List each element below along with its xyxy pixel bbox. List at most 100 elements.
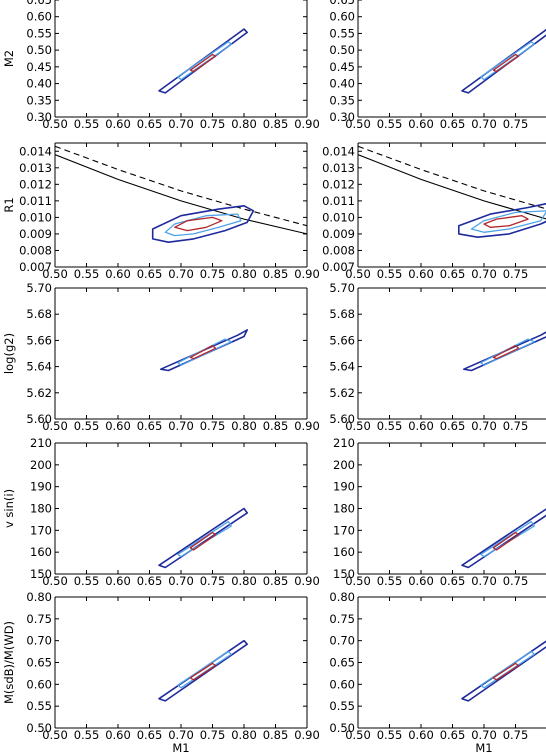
x-tick-label: 0.50 <box>42 117 68 131</box>
dashed-curve <box>358 145 546 210</box>
y-tick-label: 0.65 <box>26 0 52 7</box>
x-axis-label: M1 <box>172 741 189 754</box>
x-tick-label: 0.60 <box>105 117 131 131</box>
plot-area <box>462 331 546 372</box>
x-tick-label: 0.60 <box>408 267 434 281</box>
y-tick-label: 5.60 <box>26 412 52 426</box>
y-tick-label: 190 <box>30 480 52 494</box>
contour-middle <box>177 338 233 366</box>
x-tick-label: 0.60 <box>105 728 131 742</box>
x-tick-label: 0.75 <box>503 419 529 433</box>
x-tick-label: 0.60 <box>408 419 434 433</box>
y-tick-label: 0.009 <box>322 227 355 241</box>
x-tick-label: 0.55 <box>74 574 100 588</box>
y-tick-label: 0.014 <box>322 144 355 158</box>
y-tick-label: 160 <box>333 545 355 559</box>
x-tick-label: 0.80 <box>231 117 257 131</box>
y-tick-label: 0.65 <box>329 656 355 670</box>
x-tick-label: 0.65 <box>440 574 466 588</box>
x-tick-label: 0.85 <box>263 728 289 742</box>
panel-r2-c0: 0.50 0.55 0.60 0.65 0.70 0.75 0.80 0.85 0.90 5.60… <box>2 281 320 433</box>
y-tick-label: 160 <box>30 545 52 559</box>
x-tick-label: 0.55 <box>377 728 403 742</box>
y-tick-label: 0.65 <box>26 656 52 670</box>
y-tick-label: 0.75 <box>329 612 355 626</box>
x-tick-label: 0.75 <box>200 728 226 742</box>
y-tick-label: 5.70 <box>329 281 355 295</box>
y-axis-label: v sin(i) <box>2 489 16 528</box>
contour-outer <box>158 639 248 702</box>
y-tick-label: 0.007 <box>322 260 355 274</box>
plot-area <box>461 28 546 94</box>
contour-outer <box>160 329 248 372</box>
y-tick-label: 0.70 <box>329 634 355 648</box>
y-tick-label: 0.014 <box>19 144 52 158</box>
plot-area <box>158 28 248 94</box>
y-axis-label: M2 <box>2 50 16 67</box>
y-tick-label: 0.80 <box>329 590 355 604</box>
x-tick-label: 0.60 <box>105 419 131 433</box>
y-tick-label: 190 <box>333 480 355 494</box>
contour-middle <box>177 41 233 81</box>
y-tick-label: 0.80 <box>26 590 52 604</box>
x-tick-label: 0.70 <box>471 728 497 742</box>
contour-inner <box>189 662 217 681</box>
x-tick-label: 0.75 <box>503 574 529 588</box>
y-axis-label: R1 <box>2 197 16 212</box>
x-tick-label: 0.90 <box>294 574 320 588</box>
contour-middle <box>480 41 536 81</box>
y-tick-label: 0.008 <box>19 243 52 257</box>
x-tick-label: 0.50 <box>345 419 371 433</box>
y-tick-label: 0.70 <box>26 634 52 648</box>
y-tick-label: 150 <box>333 567 355 581</box>
x-tick-label: 0.75 <box>200 419 226 433</box>
panel-r4-c1: 0.50 0.55 0.60 0.65 0.70 0.75 0.50 0.55 0.60 0.65… <box>329 590 546 754</box>
x-tick-label: 0.75 <box>200 267 226 281</box>
x-tick-label: 0.55 <box>377 574 403 588</box>
plot-area <box>55 145 307 243</box>
contour-inner <box>492 344 520 360</box>
y-tick-label: 0.65 <box>329 0 355 7</box>
y-tick-label: 200 <box>30 458 52 472</box>
x-tick-label: 0.70 <box>471 574 497 588</box>
x-tick-label: 0.85 <box>263 117 289 131</box>
y-tick-label: 0.40 <box>329 77 355 91</box>
x-tick-label: 0.70 <box>471 117 497 131</box>
y-tick-label: 5.68 <box>26 307 52 321</box>
x-tick-label: 0.60 <box>105 267 131 281</box>
x-tick-label: 0.55 <box>74 419 100 433</box>
plot-area <box>358 145 546 238</box>
contour-outer <box>457 202 546 238</box>
x-tick-label: 0.65 <box>137 574 163 588</box>
x-tick-label: 0.55 <box>74 117 100 131</box>
contour-inner <box>174 216 223 232</box>
y-tick-label: 0.55 <box>329 26 355 40</box>
y-tick-label: 5.66 <box>26 333 52 347</box>
y-tick-label: 0.50 <box>26 43 52 57</box>
x-tick-label: 0.70 <box>168 574 194 588</box>
y-tick-label: 0.35 <box>26 93 52 107</box>
plot-area <box>461 640 546 702</box>
y-tick-label: 0.45 <box>26 60 52 74</box>
contour-middle <box>177 520 233 558</box>
y-tick-label: 5.64 <box>26 360 52 374</box>
y-tick-label: 200 <box>333 458 355 472</box>
y-tick-label: 0.60 <box>26 10 52 24</box>
contour-outer <box>151 205 255 243</box>
x-tick-label: 0.50 <box>345 117 371 131</box>
y-tick-label: 180 <box>30 502 52 516</box>
y-tick-label: 170 <box>30 523 52 537</box>
contour-outer <box>461 28 546 94</box>
y-tick-label: 5.64 <box>329 360 355 374</box>
y-tick-label: 5.70 <box>26 281 52 295</box>
x-tick-label: 0.85 <box>263 574 289 588</box>
x-tick-label: 0.90 <box>294 117 320 131</box>
y-tick-label: 0.012 <box>19 177 52 191</box>
y-tick-label: 5.66 <box>329 333 355 347</box>
y-tick-label: 0.010 <box>322 210 355 224</box>
y-tick-label: 170 <box>333 523 355 537</box>
x-tick-label: 0.65 <box>440 728 466 742</box>
y-tick-label: 0.75 <box>26 612 52 626</box>
x-tick-label: 0.50 <box>42 728 68 742</box>
